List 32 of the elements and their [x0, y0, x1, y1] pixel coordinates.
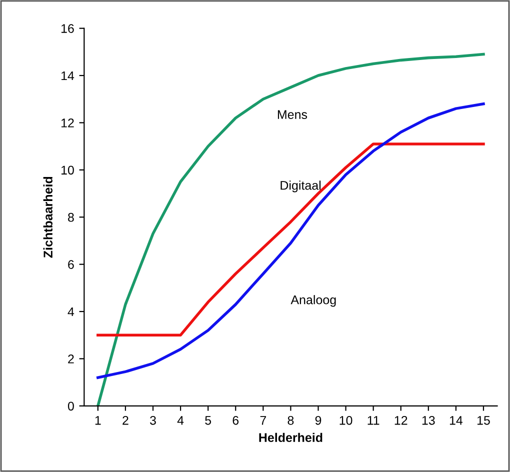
- x-tick-label: 3: [150, 416, 156, 425]
- x-axis-title: Helderheid: [259, 432, 322, 442]
- series-label: Mens: [278, 110, 308, 119]
- y-tick-label: 12: [61, 118, 74, 128]
- y-tick-label: 14: [61, 71, 74, 80]
- x-tick-label: 5: [205, 416, 212, 425]
- series-label: Digitaal: [280, 180, 321, 192]
- x-tick-label: 6: [232, 416, 239, 425]
- y-tick-label: 8: [68, 212, 74, 222]
- x-tick-label: 11: [368, 416, 380, 425]
- x-tick-label: 15: [477, 416, 490, 425]
- y-tick-label: 4: [68, 307, 74, 316]
- line-series: [96, 102, 485, 379]
- x-tick-label: 13: [422, 416, 435, 425]
- y-axis-title: Zichtbaarheid: [43, 176, 52, 258]
- x-tick-label: 1: [95, 416, 101, 425]
- y-tick-label: 2: [68, 354, 74, 364]
- x-tick-label: 9: [315, 416, 322, 425]
- line-series: [96, 142, 485, 337]
- x-tick-label: 2: [122, 416, 128, 425]
- x-tick-label: 4: [177, 416, 184, 425]
- y-tick-label: 10: [61, 166, 74, 175]
- y-tick-label: 6: [68, 260, 74, 269]
- x-tick-label: 8: [288, 416, 294, 425]
- text: Analoog: [290, 295, 336, 307]
- x-tick-label: 10: [340, 416, 352, 425]
- y-tick-label: 16: [61, 24, 74, 33]
- line-series: [96, 52, 485, 406]
- x-tick-label: 14: [450, 416, 463, 425]
- x-tick-label: 12: [394, 416, 408, 425]
- x-tick-label: 7: [260, 416, 266, 425]
- y-tick-label: 0: [68, 402, 74, 411]
